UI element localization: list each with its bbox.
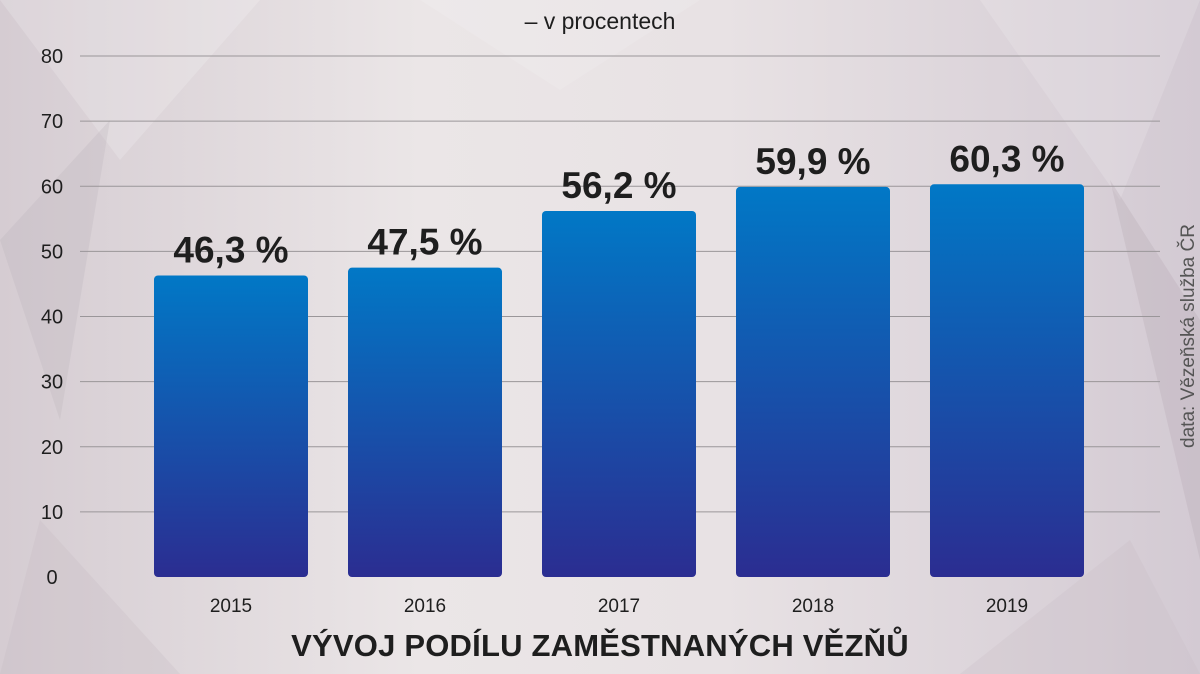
data-source-note: data: Vězeňská služba ČR [1178,224,1199,448]
chart-subtitle: – v procentech [524,8,676,34]
data-label-2018: 59,9 % [755,141,870,182]
y-tick-label: 0 [46,567,57,589]
y-tick-label: 60 [41,176,63,198]
x-tick-label: 2015 [210,596,252,617]
y-tick-label: 70 [41,111,63,133]
bar-2016 [348,267,502,577]
data-label-2019: 60,3 % [949,138,1064,179]
y-tick-label: 50 [41,241,63,263]
bar-2017 [542,210,696,577]
x-tick-label: 2018 [792,596,834,617]
bar-2018 [736,186,890,577]
y-tick-label: 10 [41,502,63,524]
x-tick-label: 2017 [598,596,640,617]
data-label-2015: 46,3 % [173,229,288,270]
bar-2019 [930,184,1084,577]
y-tick-label: 40 [41,307,63,329]
x-tick-label: 2019 [986,596,1028,617]
x-tick-label: 2016 [404,596,446,617]
bar-2015 [154,275,308,577]
y-tick-label: 80 [41,46,63,68]
y-tick-label: 30 [41,372,63,394]
data-label-2016: 47,5 % [367,222,482,263]
chart-title: VÝVOJ PODÍLU ZAMĚSTNANÝCH VĚZŇŮ [291,628,909,663]
y-tick-label: 20 [41,437,63,459]
data-label-2017: 56,2 % [561,165,676,206]
